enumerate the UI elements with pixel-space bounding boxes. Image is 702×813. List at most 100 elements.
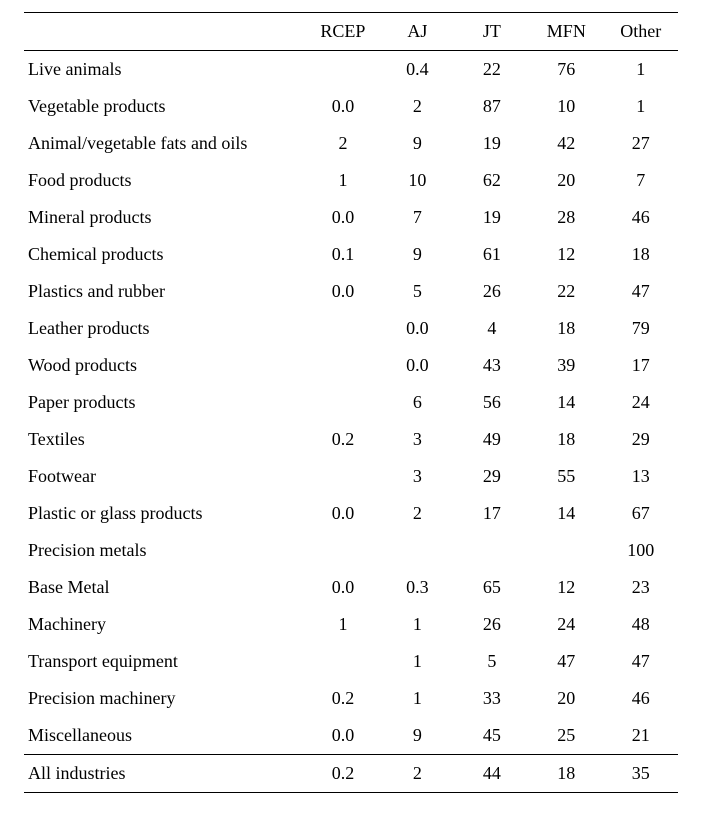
row-label: Food products (24, 162, 306, 199)
table-header-row: RCEP AJ JT MFN Other (24, 13, 678, 51)
cell-rcep (306, 532, 380, 569)
row-label: Plastics and rubber (24, 273, 306, 310)
cell-other: 7 (604, 162, 678, 199)
cell-aj: 10 (380, 162, 454, 199)
row-label: Leather products (24, 310, 306, 347)
row-label: Animal/vegetable fats and oils (24, 125, 306, 162)
cell-other: 13 (604, 458, 678, 495)
row-label: Paper products (24, 384, 306, 421)
cell-aj: 9 (380, 125, 454, 162)
row-label: Chemical products (24, 236, 306, 273)
cell-mfn: 39 (529, 347, 603, 384)
cell-rcep: 0.0 (306, 199, 380, 236)
row-label: Precision metals (24, 532, 306, 569)
cell-aj: 0.0 (380, 347, 454, 384)
cell-rcep: 0.2 (306, 755, 380, 793)
table-row: Precision machinery0.21332046 (24, 680, 678, 717)
cell-mfn: 20 (529, 680, 603, 717)
cell-rcep: 2 (306, 125, 380, 162)
row-label: Machinery (24, 606, 306, 643)
row-label: Textiles (24, 421, 306, 458)
table-row: Precision metals 100 (24, 532, 678, 569)
cell-rcep (306, 643, 380, 680)
cell-aj: 0.4 (380, 51, 454, 89)
cell-aj: 2 (380, 495, 454, 532)
cell-rcep (306, 347, 380, 384)
cell-other: 47 (604, 643, 678, 680)
cell-other: 23 (604, 569, 678, 606)
table-row: Leather products 0.041879 (24, 310, 678, 347)
row-label: Miscellaneous (24, 717, 306, 755)
cell-jt: 5 (455, 643, 529, 680)
cell-other: 67 (604, 495, 678, 532)
table-row: Vegetable products0.0287101 (24, 88, 678, 125)
cell-rcep: 0.0 (306, 495, 380, 532)
cell-other: 29 (604, 421, 678, 458)
table-row: Transport equipment154747 (24, 643, 678, 680)
table-row: Miscellaneous0.09452521 (24, 717, 678, 755)
table-row: Live animals0.422761 (24, 51, 678, 89)
cell-mfn: 47 (529, 643, 603, 680)
cell-aj: 6 (380, 384, 454, 421)
cell-mfn (529, 532, 603, 569)
cell-aj: 1 (380, 643, 454, 680)
cell-jt: 19 (455, 199, 529, 236)
cell-jt: 65 (455, 569, 529, 606)
cell-other: 100 (604, 532, 678, 569)
table-body: Live animals0.422761Vegetable products0.… (24, 51, 678, 793)
cell-jt: 17 (455, 495, 529, 532)
cell-jt: 62 (455, 162, 529, 199)
cell-jt: 56 (455, 384, 529, 421)
cell-mfn: 18 (529, 421, 603, 458)
table-row: Animal/vegetable fats and oils29194227 (24, 125, 678, 162)
cell-rcep: 0.0 (306, 569, 380, 606)
cell-mfn: 42 (529, 125, 603, 162)
cell-rcep (306, 458, 380, 495)
cell-aj: 3 (380, 421, 454, 458)
row-label: Mineral products (24, 199, 306, 236)
cell-aj: 7 (380, 199, 454, 236)
row-label: All industries (24, 755, 306, 793)
row-label: Wood products (24, 347, 306, 384)
row-label: Base Metal (24, 569, 306, 606)
cell-jt: 87 (455, 88, 529, 125)
cell-mfn: 22 (529, 273, 603, 310)
cell-mfn: 18 (529, 310, 603, 347)
cell-other: 1 (604, 88, 678, 125)
table-row: Mineral products0.07192846 (24, 199, 678, 236)
cell-other: 27 (604, 125, 678, 162)
cell-jt: 26 (455, 273, 529, 310)
cell-rcep: 0.2 (306, 421, 380, 458)
table-row: Wood products0.0433917 (24, 347, 678, 384)
cell-aj: 2 (380, 755, 454, 793)
cell-jt: 44 (455, 755, 529, 793)
table-row: Chemical products0.19611218 (24, 236, 678, 273)
cell-mfn: 12 (529, 236, 603, 273)
cell-jt: 4 (455, 310, 529, 347)
cell-mfn: 76 (529, 51, 603, 89)
cell-mfn: 28 (529, 199, 603, 236)
col-header-jt: JT (455, 13, 529, 51)
cell-other: 79 (604, 310, 678, 347)
cell-rcep: 1 (306, 606, 380, 643)
cell-other: 1 (604, 51, 678, 89)
cell-aj: 5 (380, 273, 454, 310)
cell-jt: 43 (455, 347, 529, 384)
table-row: Food products11062207 (24, 162, 678, 199)
cell-jt: 29 (455, 458, 529, 495)
page-container: RCEP AJ JT MFN Other Live animals0.42276… (0, 0, 702, 813)
cell-mfn: 14 (529, 495, 603, 532)
col-header-aj: AJ (380, 13, 454, 51)
row-label: Plastic or glass products (24, 495, 306, 532)
cell-rcep (306, 51, 380, 89)
table-row: Paper products6561424 (24, 384, 678, 421)
cell-aj: 0.0 (380, 310, 454, 347)
cell-aj (380, 532, 454, 569)
cell-jt: 49 (455, 421, 529, 458)
cell-rcep: 0.1 (306, 236, 380, 273)
cell-jt: 26 (455, 606, 529, 643)
cell-rcep: 1 (306, 162, 380, 199)
cell-mfn: 25 (529, 717, 603, 755)
table-row: Textiles0.23491829 (24, 421, 678, 458)
table-row: Machinery11262448 (24, 606, 678, 643)
